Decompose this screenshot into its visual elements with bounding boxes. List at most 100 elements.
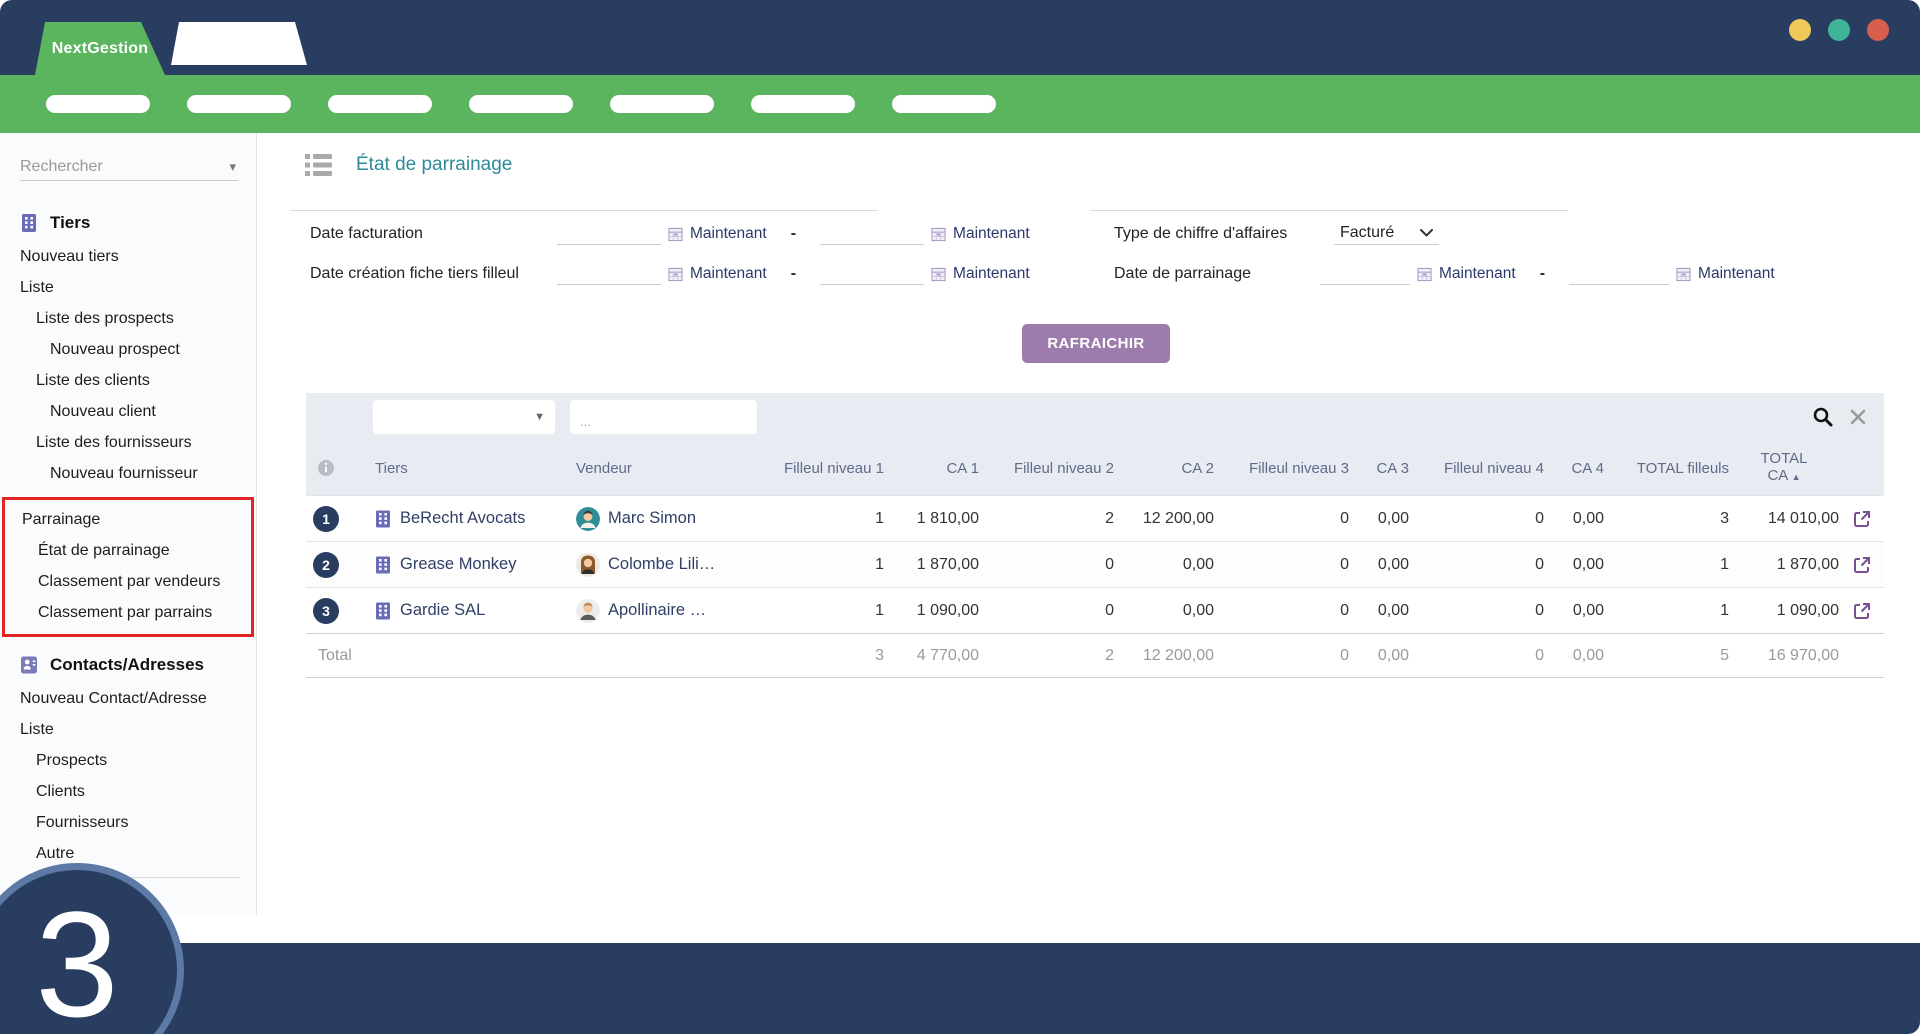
sidebar-item-classement-par-parrains[interactable]: Classement par parrains (5, 597, 251, 628)
vendeur-link[interactable]: Colombe Lili… (608, 555, 715, 574)
col-header-ca2[interactable]: CA 2 (1114, 460, 1214, 477)
col-header-filleul-niveau-4[interactable]: Filleul niveau 4 (1409, 460, 1544, 477)
sidebar-section-title: Contacts/Adresses (50, 655, 204, 675)
nav-pill[interactable] (892, 95, 996, 113)
col-header-total-filleuls[interactable]: TOTAL filleuls (1604, 460, 1729, 477)
cell-ca1: 1 870,00 (884, 556, 979, 574)
sidebar-item-nouveau-client[interactable]: Nouveau client (0, 396, 256, 427)
external-link-icon[interactable] (1853, 556, 1871, 574)
calendar-icon[interactable] (1417, 267, 1432, 282)
sidebar-item-nouveau-contact-adresse[interactable]: Nouveau Contact/Adresse (0, 683, 256, 714)
nav-pill[interactable] (469, 95, 573, 113)
list-icon (305, 153, 332, 177)
col-header-vendeur[interactable]: Vendeur (576, 460, 632, 477)
col-header-filleul-niveau-3[interactable]: Filleul niveau 3 (1214, 460, 1349, 477)
col-header-filleul-niveau-1[interactable]: Filleul niveau 1 (774, 460, 884, 477)
close-dot-icon[interactable] (1867, 19, 1889, 41)
sidebar-item-autre[interactable]: Autre (0, 838, 256, 869)
vendeur-link[interactable]: Apollinaire … (608, 601, 706, 620)
sidebar-item-nouveau-prospect[interactable]: Nouveau prospect (0, 334, 256, 365)
nav-pill[interactable] (46, 95, 150, 113)
type-ca-select[interactable]: Facturé (1334, 224, 1439, 245)
search-icon[interactable] (1812, 406, 1834, 428)
vendeur-link[interactable]: Marc Simon (608, 509, 696, 528)
rank-badge: 1 (313, 506, 339, 532)
info-icon[interactable] (317, 459, 335, 477)
table-row[interactable]: 2 Grease Monkey Colombe Lili… 1 1 870,00… (306, 541, 1884, 587)
calendar-icon[interactable] (668, 267, 683, 282)
sidebar-item-clients[interactable]: Clients (0, 776, 256, 807)
nav-pill[interactable] (751, 95, 855, 113)
maintenant-link[interactable]: Maintenant (690, 265, 767, 283)
date-facturation-to-input[interactable] (820, 223, 924, 245)
date-parrainage-from-input[interactable] (1320, 263, 1410, 285)
sidebar-search[interactable]: ▾ (20, 153, 238, 181)
table-row[interactable]: 1 BeRecht Avocats Marc Simon 1 1 810,00 … (306, 495, 1884, 541)
calendar-icon[interactable] (931, 267, 946, 282)
maintenant-link[interactable]: Maintenant (1439, 265, 1516, 283)
total-ca2: 12 200,00 (1114, 647, 1214, 665)
table-filter-dropdown[interactable]: ▼ (373, 400, 555, 434)
chevron-down-icon[interactable]: ▾ (229, 159, 238, 175)
nav-pill[interactable] (610, 95, 714, 113)
date-facturation-label: Date facturation (310, 225, 557, 243)
cell-ca2: 12 200,00 (1114, 510, 1214, 528)
sidebar-item-liste-des-fournisseurs[interactable]: Liste des fournisseurs (0, 427, 256, 458)
sidebar-item-liste-contacts[interactable]: Liste (0, 714, 256, 745)
search-input[interactable] (20, 158, 229, 176)
table-row[interactable]: 3 Gardie SAL Apollinaire … 1 1 090,00 0 … (306, 587, 1884, 633)
cell-filleul3: 0 (1214, 556, 1349, 574)
maintenant-link[interactable]: Maintenant (1698, 265, 1775, 283)
sidebar-item-nouveau-fournisseur[interactable]: Nouveau fournisseur (0, 458, 256, 489)
sidebar-item-prospects[interactable]: Prospects (0, 745, 256, 776)
filter-divider-left (290, 210, 878, 211)
calendar-icon[interactable] (668, 227, 683, 242)
col-header-filleul-niveau-2[interactable]: Filleul niveau 2 (979, 460, 1114, 477)
col-header-tiers[interactable]: Tiers (375, 460, 408, 477)
minimize-dot-icon[interactable] (1789, 19, 1811, 41)
sidebar-item-liste-des-prospects[interactable]: Liste des prospects (0, 303, 256, 334)
date-creation-to-input[interactable] (820, 263, 924, 285)
col-header-total-ca[interactable]: TOTAL CA ▲ (1729, 450, 1839, 486)
cell-filleul1: 1 (774, 510, 884, 528)
cell-ca2: 0,00 (1114, 556, 1214, 574)
total-ca3: 0,00 (1349, 647, 1409, 665)
tiers-link[interactable]: Gardie SAL (400, 601, 485, 620)
clear-filter-icon[interactable] (1850, 409, 1866, 425)
table-filter-input[interactable] (570, 400, 757, 434)
sidebar-item-nouveau-tiers[interactable]: Nouveau tiers (0, 241, 256, 272)
tiers-link[interactable]: BeRecht Avocats (400, 509, 525, 528)
col-header-ca4[interactable]: CA 4 (1544, 460, 1604, 477)
date-creation-from-input[interactable] (557, 263, 661, 285)
cell-filleul1: 1 (774, 556, 884, 574)
maintenant-link[interactable]: Maintenant (953, 265, 1030, 283)
table-header-row: Tiers Vendeur Filleul niveau 1 CA 1 Fill… (306, 441, 1884, 495)
brand-tab[interactable]: NextGestion (35, 22, 165, 75)
sidebar-item-etat-de-parrainage[interactable]: État de parrainage (5, 535, 251, 566)
avatar (576, 599, 600, 623)
calendar-icon[interactable] (931, 227, 946, 242)
calendar-icon[interactable] (1676, 267, 1691, 282)
sidebar-item-fournisseurs[interactable]: Fournisseurs (0, 807, 256, 838)
external-link-icon[interactable] (1853, 602, 1871, 620)
total-filleul2: 2 (979, 647, 1114, 665)
col-header-ca1[interactable]: CA 1 (884, 460, 979, 477)
maintenant-link[interactable]: Maintenant (690, 225, 767, 243)
redacted-tab[interactable] (159, 22, 307, 65)
maintenant-link[interactable]: Maintenant (953, 225, 1030, 243)
tiers-link[interactable]: Grease Monkey (400, 555, 516, 574)
maximize-dot-icon[interactable] (1828, 19, 1850, 41)
sidebar-item-liste[interactable]: Liste (0, 272, 256, 303)
date-parrainage-to-input[interactable] (1569, 263, 1669, 285)
nav-pill[interactable] (328, 95, 432, 113)
sidebar-item-classement-par-vendeurs[interactable]: Classement par vendeurs (5, 566, 251, 597)
cell-total-ca: 14 010,00 (1729, 510, 1839, 528)
nav-pill[interactable] (187, 95, 291, 113)
sidebar-item-parrainage[interactable]: Parrainage (5, 504, 251, 535)
external-link-icon[interactable] (1853, 510, 1871, 528)
refresh-button[interactable]: RAFRAICHIR (1022, 324, 1170, 363)
cell-total-filleuls: 1 (1604, 556, 1729, 574)
col-header-ca3[interactable]: CA 3 (1349, 460, 1409, 477)
sidebar-item-liste-des-clients[interactable]: Liste des clients (0, 365, 256, 396)
date-facturation-from-input[interactable] (557, 223, 661, 245)
